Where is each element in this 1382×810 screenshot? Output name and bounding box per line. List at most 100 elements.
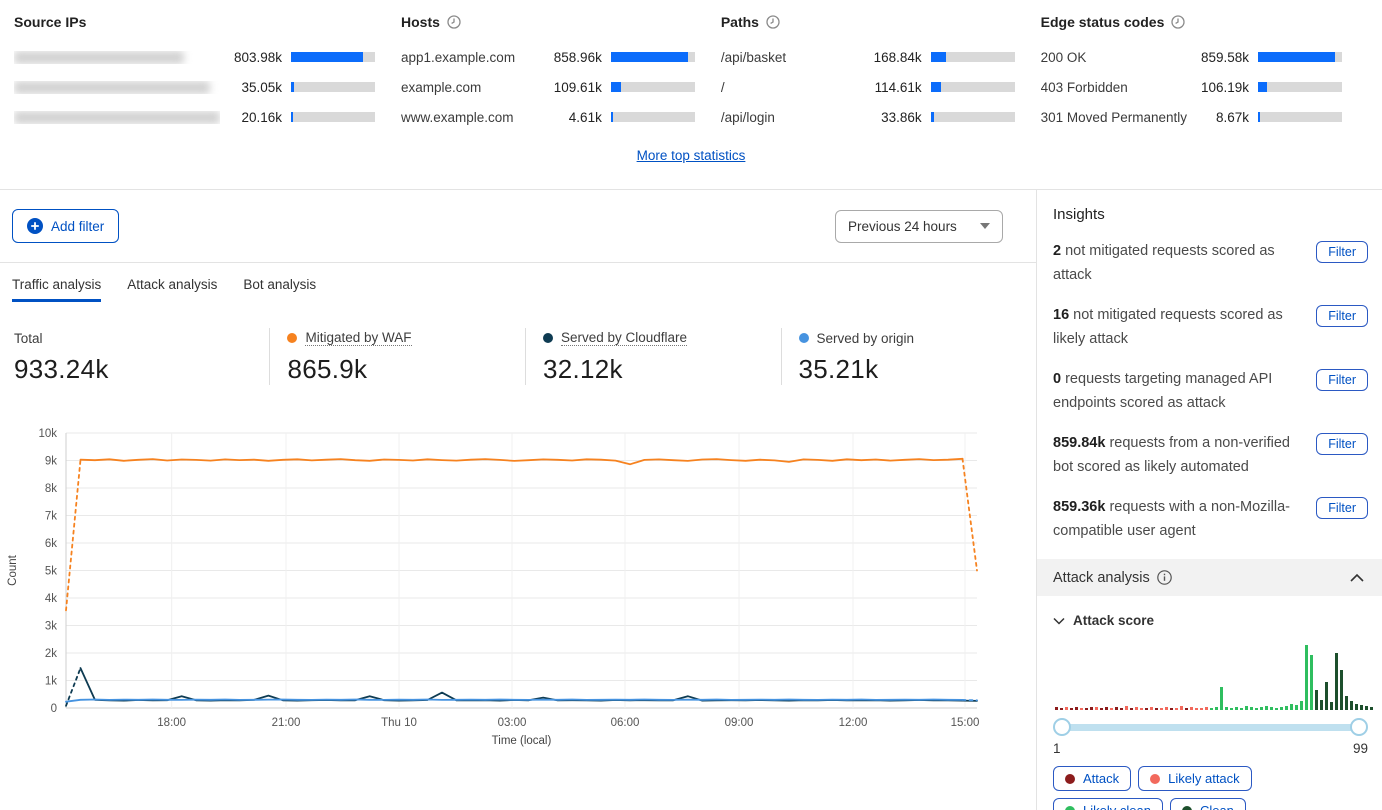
attack-score-toggle[interactable]: Attack score bbox=[1053, 613, 1154, 628]
top-stat-row[interactable]: 403 Forbidden 106.19k bbox=[1041, 72, 1342, 102]
attack-score-bar bbox=[1275, 708, 1278, 710]
tab-attack-analysis[interactable]: Attack analysis bbox=[127, 277, 217, 302]
top-stat-row[interactable]: 301 Moved Permanently 8.67k bbox=[1041, 102, 1342, 132]
summary-card-label-text: Served by Cloudflare bbox=[560, 330, 688, 346]
attack-score-bar bbox=[1075, 707, 1078, 710]
legend-chip-likely-attack[interactable]: Likely attack bbox=[1138, 766, 1252, 791]
insight-filter-button[interactable]: Filter bbox=[1316, 369, 1368, 391]
legend-chip-attack[interactable]: Attack bbox=[1053, 766, 1132, 791]
tab-traffic-analysis[interactable]: Traffic analysis bbox=[12, 277, 102, 302]
top-stat-row[interactable]: www.example.com 4.61k bbox=[401, 102, 695, 132]
legend-chip-label: Clean bbox=[1200, 803, 1234, 810]
tab-bot-analysis[interactable]: Bot analysis bbox=[243, 277, 316, 302]
attack-score-bar bbox=[1345, 696, 1348, 710]
summary-card-label-text: Served by origin bbox=[816, 330, 915, 346]
top-stat-row[interactable]: 35.05k bbox=[14, 72, 375, 102]
top-stat-label: 301 Moved Permanently bbox=[1040, 109, 1187, 125]
top-stat-bar-fill bbox=[610, 82, 621, 92]
top-stat-title-text: Hosts bbox=[401, 14, 440, 30]
insight-filter-button[interactable]: Filter bbox=[1316, 305, 1368, 327]
top-stat-row[interactable]: /api/basket 168.84k bbox=[721, 42, 1015, 72]
insight-item: 859.36k requests with a non-Mozilla-comp… bbox=[1053, 495, 1368, 543]
slider-track[interactable] bbox=[1060, 724, 1361, 731]
attack-score-bar bbox=[1355, 704, 1358, 710]
svg-text:5k: 5k bbox=[45, 566, 57, 578]
series-line-served-by-cloudflare bbox=[79, 667, 978, 702]
top-stat-title: Paths bbox=[721, 14, 1015, 30]
attack-score-bar bbox=[1170, 708, 1173, 710]
top-stat-label bbox=[14, 80, 220, 94]
summary-card-label: Mitigated by WAF bbox=[287, 328, 515, 348]
attack-score-bar bbox=[1290, 704, 1293, 710]
insight-text: 859.36k requests with a non-Mozilla-comp… bbox=[1053, 499, 1290, 539]
slider-handle-max[interactable] bbox=[1350, 718, 1368, 736]
top-stat-row[interactable]: / 114.61k bbox=[721, 72, 1015, 102]
top-stat-bar-fill bbox=[1258, 52, 1336, 62]
add-filter-button[interactable]: Add filter bbox=[12, 209, 120, 243]
top-stat-bar-fill bbox=[1258, 112, 1260, 122]
top-stat-column: Paths/api/basket 168.84k / 114.61k/api/logi… bbox=[721, 14, 1041, 132]
info-icon bbox=[1156, 570, 1172, 585]
insights-pane: Insights 2 not mitigated requests scored… bbox=[1037, 190, 1382, 810]
top-stat-value: 803.98k bbox=[233, 49, 282, 65]
attack-analysis-section-header[interactable]: Attack analysis bbox=[1037, 559, 1382, 596]
svg-text:2k: 2k bbox=[45, 648, 57, 660]
svg-text:Time (local): Time (local) bbox=[492, 735, 552, 747]
top-stat-row[interactable]: example.com 109.61k bbox=[401, 72, 695, 102]
attack-score-bar bbox=[1285, 706, 1288, 710]
top-stat-title: Source IPs bbox=[14, 14, 375, 30]
top-stat-row[interactable]: app1.example.com 858.96k bbox=[401, 42, 695, 72]
top-stat-row[interactable]: 803.98k bbox=[14, 42, 375, 72]
top-stat-row[interactable]: /api/login 33.86k bbox=[721, 102, 1015, 132]
insight-count: 859.36k bbox=[1053, 499, 1106, 515]
summary-card-value: 35.21k bbox=[798, 354, 879, 384]
legend-chip-likely-clean[interactable]: Likely clean bbox=[1053, 798, 1163, 810]
svg-text:10k: 10k bbox=[38, 428, 57, 440]
top-stat-title: Hosts bbox=[401, 14, 695, 30]
legend-chip-label: Likely attack bbox=[1168, 771, 1240, 786]
insight-filter-button[interactable]: Filter bbox=[1316, 433, 1368, 455]
top-stat-bar bbox=[291, 52, 375, 62]
svg-text:8k: 8k bbox=[45, 483, 57, 495]
series-line-served-by-cloudflare bbox=[65, 667, 82, 707]
insight-filter-button[interactable]: Filter bbox=[1316, 241, 1368, 263]
attack-score-bar bbox=[1365, 706, 1368, 710]
attack-score-bar bbox=[1200, 708, 1203, 710]
top-stat-row[interactable]: 200 OK 859.58k bbox=[1041, 42, 1342, 72]
insight-filter-button[interactable]: Filter bbox=[1316, 497, 1368, 519]
add-filter-label: Add filter bbox=[51, 218, 105, 234]
summary-card: Served by origin 35.21k bbox=[780, 328, 1037, 385]
plus-circle-icon bbox=[27, 218, 43, 234]
filter-bar: Add filter Previous 24 hours bbox=[0, 190, 1036, 263]
attack-score-bar bbox=[1135, 707, 1138, 710]
series-line-served-by-origin bbox=[65, 698, 964, 703]
time-range-select[interactable]: Previous 24 hours bbox=[835, 209, 1003, 243]
svg-text:3k: 3k bbox=[45, 621, 57, 633]
top-stat-row[interactable]: 20.16k bbox=[14, 102, 375, 132]
summary-card-label: Served by origin bbox=[798, 328, 1027, 348]
insight-text: 0 requests targeting managed API endpoin… bbox=[1053, 371, 1273, 411]
attack-score-bar bbox=[1310, 655, 1313, 710]
chevron-up-icon bbox=[1350, 573, 1364, 582]
svg-text:09:00: 09:00 bbox=[725, 717, 754, 729]
legend-chip-clean[interactable]: Clean bbox=[1169, 798, 1246, 810]
attack-score-bar bbox=[1055, 707, 1058, 710]
svg-text:6k: 6k bbox=[45, 538, 57, 550]
attack-score-bar bbox=[1350, 701, 1353, 710]
attack-score-bar bbox=[1220, 687, 1223, 710]
slider-handle-min[interactable] bbox=[1053, 718, 1071, 736]
attack-analysis-title: Attack analysis bbox=[1053, 569, 1150, 586]
attack-score-bar bbox=[1205, 707, 1208, 710]
attack-score-bar bbox=[1160, 708, 1163, 710]
top-stat-label: / bbox=[720, 79, 725, 95]
attack-score-bar bbox=[1185, 708, 1188, 710]
more-top-statistics-link[interactable]: More top statistics bbox=[616, 148, 766, 163]
attack-score-bar bbox=[1270, 707, 1273, 710]
summary-card: Served by Cloudflare 32.12k bbox=[524, 328, 781, 385]
attack-score-bar bbox=[1305, 645, 1308, 710]
attack-score-bar bbox=[1150, 707, 1153, 710]
top-statistics-section: Source IPs 803.98k 35.05k 20.16k Hosts app1.e… bbox=[0, 0, 1382, 190]
series-color-dot bbox=[542, 333, 553, 343]
attack-score-bar bbox=[1065, 707, 1068, 710]
insights-title: Insights bbox=[1053, 206, 1105, 223]
